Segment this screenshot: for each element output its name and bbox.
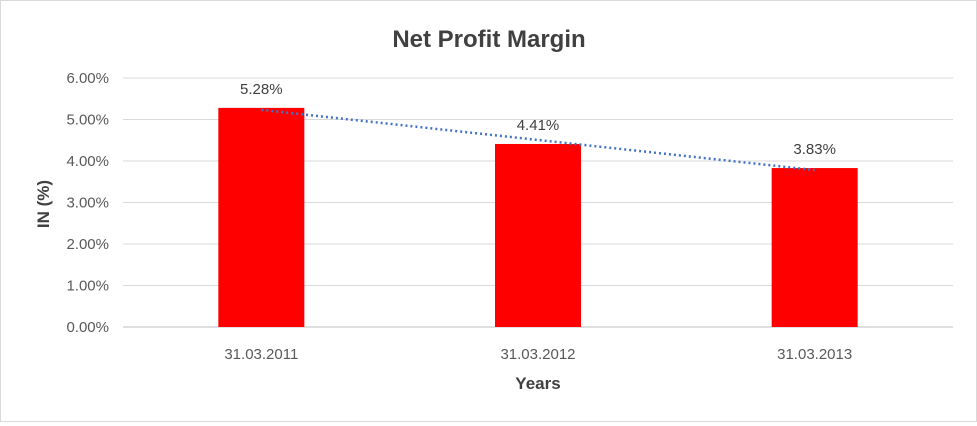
x-axis-label: Years bbox=[515, 374, 560, 393]
y-tick-label: 5.00% bbox=[66, 112, 109, 129]
data-label: 3.83% bbox=[793, 141, 836, 158]
bar bbox=[771, 168, 858, 327]
y-tick-label: 1.00% bbox=[66, 278, 109, 295]
x-tick-label: 31.03.2013 bbox=[777, 346, 852, 363]
y-tick-label: 3.00% bbox=[66, 195, 109, 212]
y-tick-label: 6.00% bbox=[66, 70, 109, 87]
bar bbox=[495, 143, 581, 327]
x-tick-label: 31.03.2011 bbox=[224, 346, 298, 363]
y-tick-label: 4.00% bbox=[66, 153, 109, 170]
data-label: 4.41% bbox=[517, 117, 560, 134]
x-tick-label: 31.03.2012 bbox=[500, 346, 575, 363]
chart-title: Net Profit Margin bbox=[392, 26, 585, 53]
bar bbox=[218, 107, 305, 327]
y-axis-label: IN (%) bbox=[34, 180, 53, 228]
data-label: 5.28% bbox=[240, 81, 283, 98]
y-tick-label: 2.00% bbox=[66, 236, 109, 253]
y-tick-label: 0.00% bbox=[66, 319, 109, 336]
